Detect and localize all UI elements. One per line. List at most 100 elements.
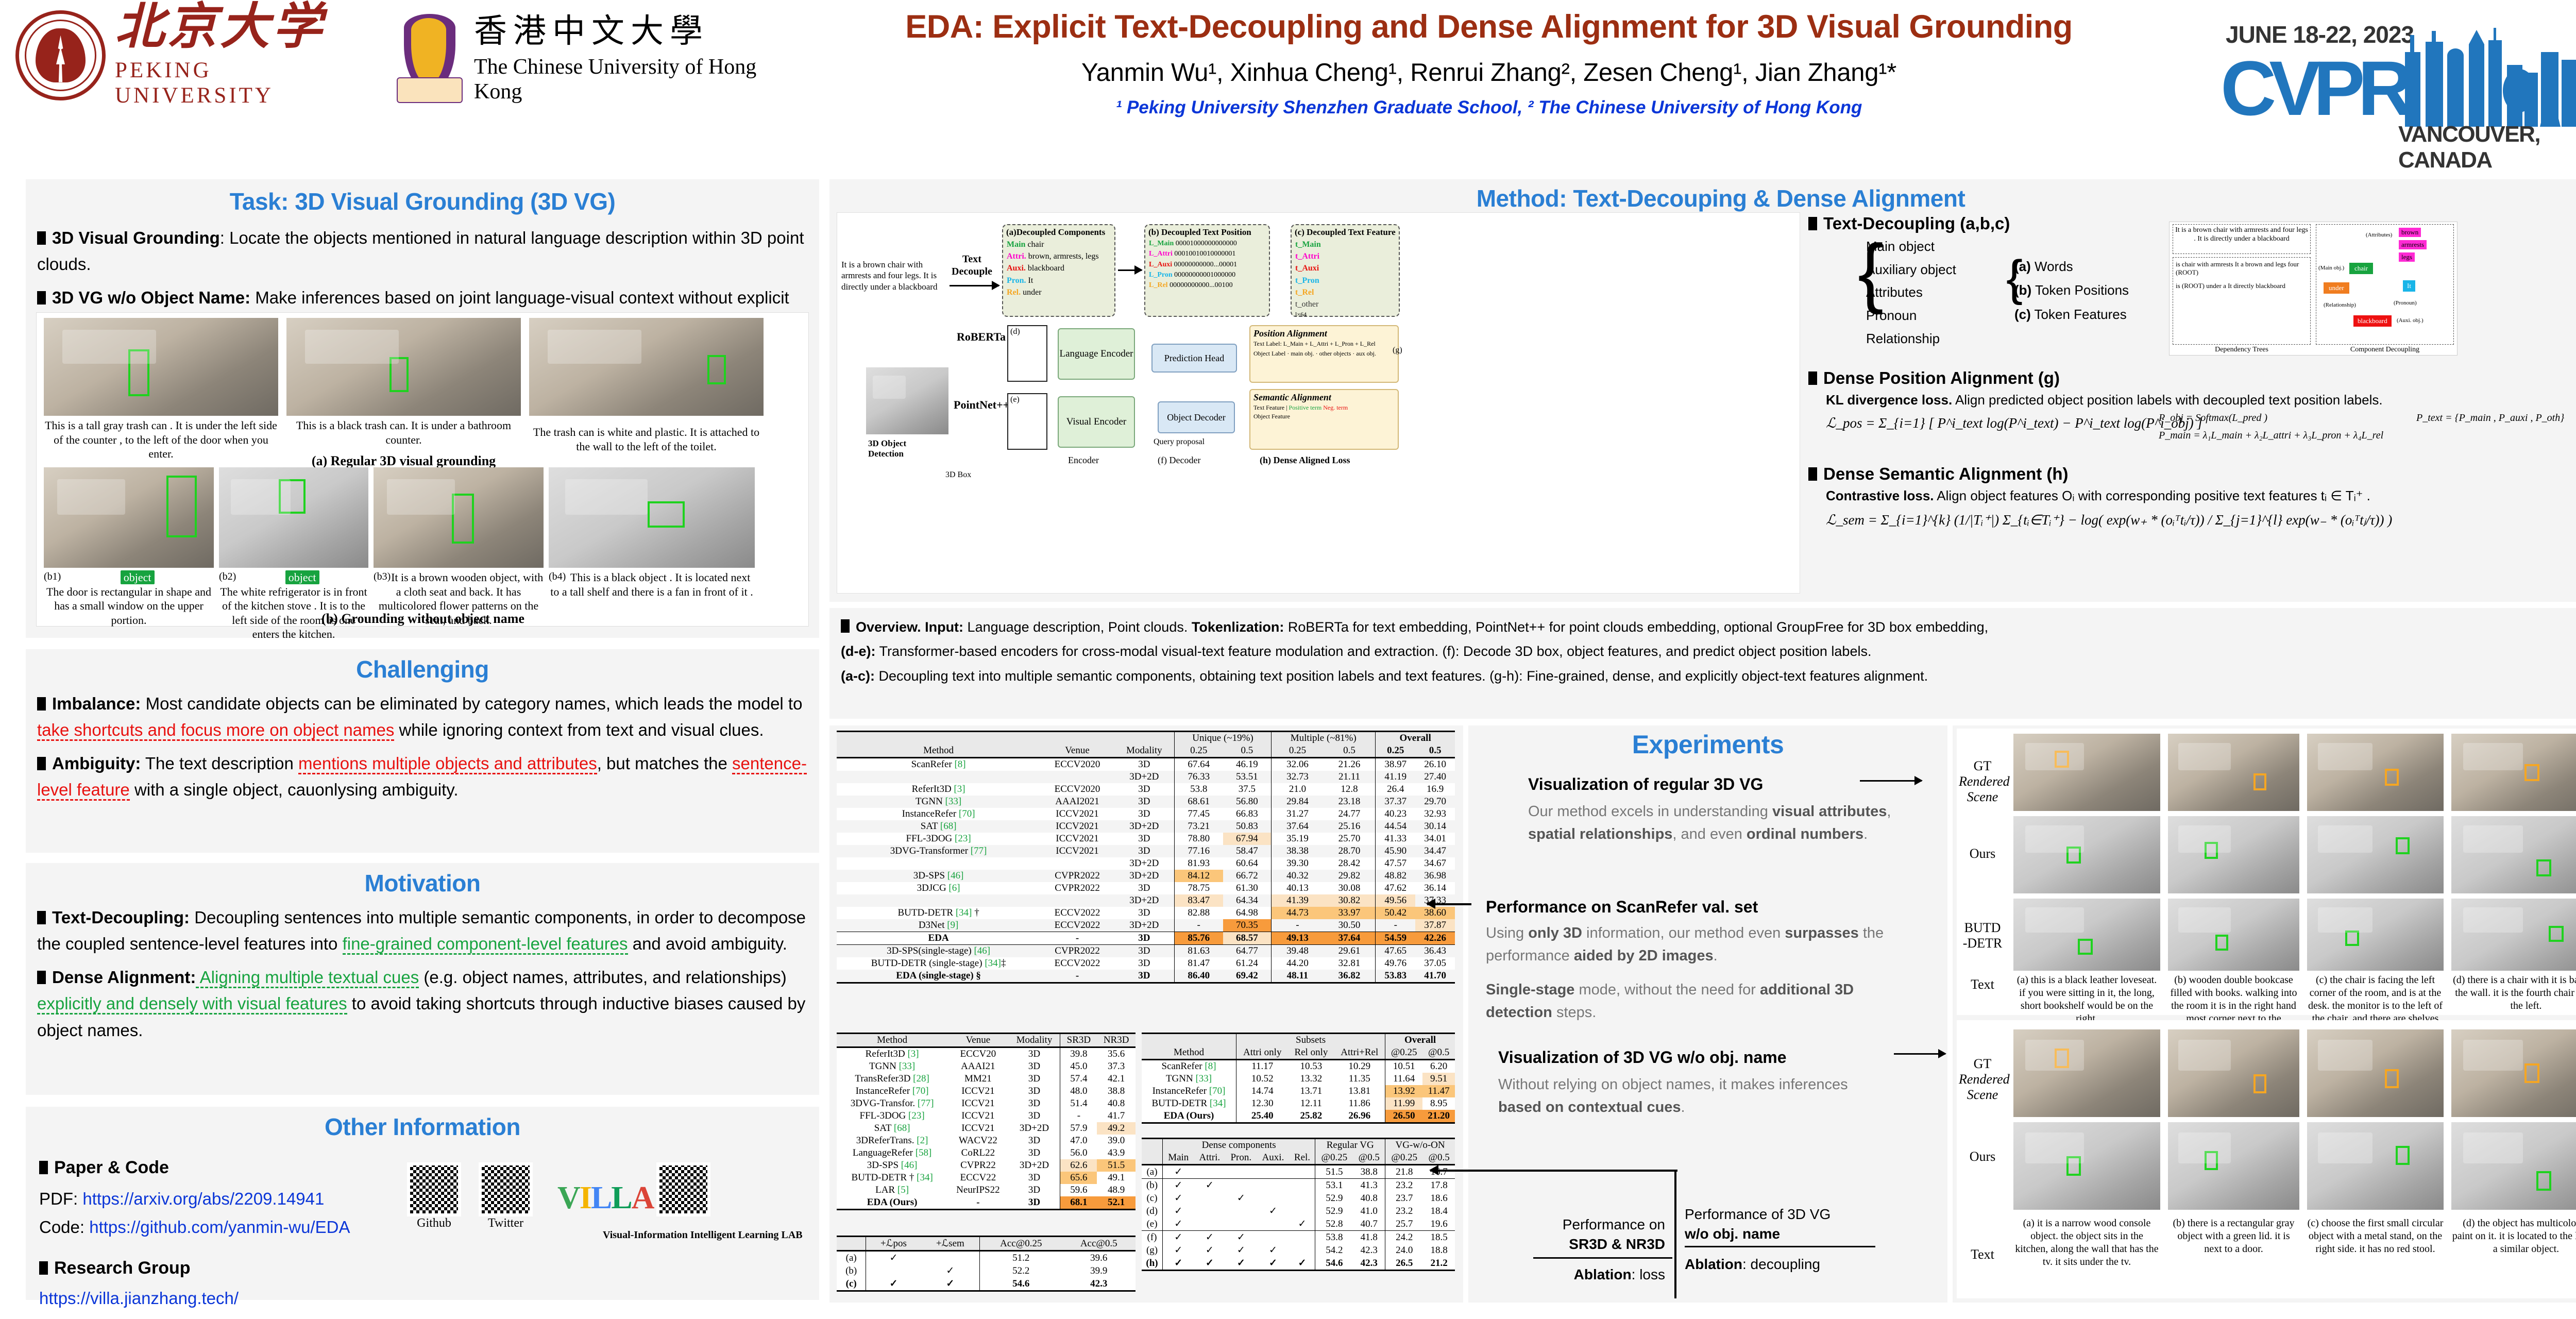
table-row: (b) ✓ 52.2 39.9: [837, 1264, 1136, 1277]
table-cell: 42.3: [1090, 1278, 1108, 1289]
table-cell: [1194, 1205, 1225, 1217]
kv-value: 00000000001000000: [1174, 270, 1236, 279]
scene-b4: [549, 467, 755, 568]
pdf-label: PDF:: [39, 1189, 83, 1208]
reference-number: [58]: [915, 1147, 932, 1158]
table-cell: 34.67: [1424, 858, 1446, 869]
qr-twitter-label: Twitter: [488, 1216, 523, 1230]
query-proposal-label: Query proposal: [1154, 437, 1205, 446]
table-cell: 23.2: [1385, 1178, 1423, 1192]
ground-truth-box: [2385, 1069, 2399, 1088]
chall-b1-term: Imbalance:: [52, 694, 141, 713]
table-scanrefer: Unique (~19%) Multiple (~81%) Overall Metho…: [837, 731, 1455, 984]
bullet-square-icon: [1808, 371, 1817, 385]
table-cell: 3DReferTrans. [2]: [856, 1135, 928, 1146]
group-link[interactable]: https://villa.jianzhang.tech/: [39, 1288, 239, 1308]
td-abc-item: (b) Token Positions: [2014, 282, 2129, 298]
table-cell: ICCV21: [961, 1086, 995, 1096]
table-cell: ✓: [946, 1265, 955, 1276]
qr-code-icon: [407, 1162, 461, 1216]
table-cell: [1257, 1165, 1289, 1179]
table-cell: 68.1: [1060, 1196, 1097, 1210]
table-cell: [1194, 1165, 1225, 1179]
table-column-header: Attri+Rel: [1334, 1046, 1385, 1060]
motiv-b2-term: Dense Alignment:: [52, 968, 196, 987]
table-cell: 3DVG-Transformer [77]: [890, 845, 987, 856]
table-cell: [1040, 857, 1114, 870]
ov-l2-b: (d-e):: [841, 644, 876, 660]
table-cell: 40.23: [1375, 808, 1416, 820]
label-woon: Performance of 3D VG w/o obj. name: [1685, 1206, 1831, 1242]
node-legs: legs: [2399, 252, 2415, 262]
table-cell: 3D: [1138, 933, 1150, 943]
detection-label: 3D Object Detection: [868, 438, 907, 459]
caption-b2-tag: (b2): [219, 571, 236, 582]
table-cell: InstanceRefer [70]: [1152, 1086, 1226, 1096]
table-cell: 38.60: [1415, 907, 1455, 919]
table-cell: 3D+2D: [1129, 858, 1159, 869]
table-cell: ✓: [1205, 1245, 1214, 1256]
table-row: EDA - 3D 85.76 68.57 49.13 37.64 54.59 42.26: [837, 932, 1455, 945]
table-cell: 3D+2D: [1129, 920, 1159, 931]
caption-b4: (b4) This is a black object . It is loca…: [549, 570, 755, 599]
table-cell: SAT [68]: [874, 1123, 910, 1134]
section-challenging: Challenging Imbalance: Most candidate ob…: [26, 649, 819, 853]
table-column-header: @0.5: [1423, 1152, 1455, 1165]
table-column-header: Acc@0.25: [979, 1236, 1062, 1251]
table-cell: 50.83: [1235, 821, 1258, 832]
table-cell: 23.7: [1385, 1192, 1423, 1205]
qr-twitter[interactable]: Twitter: [479, 1162, 533, 1230]
tag-attributes: (Attributes): [2366, 232, 2393, 238]
table-cell: 3D: [1028, 1147, 1041, 1158]
box-c-rows: t_Main t_Attri t_Auxi t_Pron t_Rel t_other l×6…: [1295, 239, 1399, 319]
table-row: LanguageRefer [58] CoRL22 3D 56.0 43.9: [837, 1147, 1136, 1159]
table-cell: 25.70: [1338, 833, 1361, 844]
scene-thumbnail: [2307, 1122, 2444, 1210]
exp-h2: Performance on ScanRefer val. set: [1486, 898, 1758, 916]
table-cell: 10.29: [1348, 1061, 1371, 1072]
prediction-box: [2078, 939, 2093, 955]
table-cell: 41.70: [1424, 970, 1446, 981]
table-cell: 36.82: [1338, 970, 1361, 981]
block-d: (d): [1007, 325, 1047, 382]
reference-number: [68]: [940, 821, 957, 832]
qr-code-icon: [656, 1162, 711, 1216]
dsa-formula: ℒ_sem = Σ_{i=1}^{k} (1/|Tᵢ⁺|) Σ_{tᵢ∈Tᵢ⁺}…: [1826, 512, 2393, 528]
section-method: Method: Text-Decouping & Dense Alignment…: [829, 179, 2576, 602]
code-link[interactable]: https://github.com/yanmin-wu/EDA: [89, 1217, 350, 1237]
table-row: (d) ✓ ✓ 52.9 41.0 23.2 18.4: [1142, 1205, 1455, 1217]
table-cell: 36.14: [1424, 883, 1446, 893]
qr-github[interactable]: Github: [407, 1162, 461, 1230]
table-cell: 3D: [1138, 845, 1150, 856]
results-table: Subsets Overall Method Attri only Rel only At…: [1142, 1033, 1455, 1124]
table-cell: 54.6: [1315, 1257, 1353, 1271]
code-row: Code: https://github.com/yanmin-wu/EDA: [39, 1214, 400, 1240]
table-cell: ✓: [1162, 1164, 1194, 1179]
table-row: SAT [68] ICCV2021 3D+2D 73.21 50.83 37.64 25.1…: [837, 820, 1455, 833]
reference-number: [8]: [954, 759, 966, 770]
table-cell: [921, 1251, 980, 1265]
table-cell: 3DVG-Transfor. [77]: [850, 1098, 934, 1109]
title-block: EDA: Explicit Text-Decoupling and Dense …: [804, 9, 2174, 118]
bullet-square-icon: [37, 231, 46, 245]
cuhk-shield-icon: [397, 13, 463, 104]
brace-left-icon-2: {: [2006, 250, 2023, 306]
table-cell: 66.83: [1235, 808, 1258, 819]
decoder-caption: (f) Decoder: [1158, 455, 1201, 465]
table-cell: 58.47: [1235, 845, 1258, 856]
label-abl-loss: Ablation: loss: [1573, 1266, 1665, 1282]
text-decouple-label: Text Decouple: [952, 253, 992, 277]
semantic-legend: Text Feature | Positive term Neg. term: [1253, 404, 1348, 411]
bullet-square-icon: [37, 911, 46, 924]
table-cell: 77.16: [1174, 845, 1223, 857]
table-cell: 54.2: [1315, 1244, 1353, 1257]
table-row: 3D-SPS [46] CVPR22 3D+2D 62.6 51.5: [837, 1159, 1136, 1172]
table-cell: ICCV2021: [1056, 808, 1099, 819]
dpa-sub2: P_main = λ₁L_main + λ₂L_attri + λ₃L_pron…: [2159, 430, 2384, 441]
table-cell: CVPR22: [960, 1160, 996, 1171]
table-cell: 3D-SPS(single-stage) [46]: [887, 945, 991, 956]
pdf-link[interactable]: https://arxiv.org/abs/2209.14941: [82, 1189, 325, 1208]
table-cell: 28.70: [1338, 845, 1361, 856]
component-decoupling-box: brown armrests legs chair under It black…: [2316, 224, 2454, 345]
table-cell: 68.57: [1223, 932, 1272, 945]
